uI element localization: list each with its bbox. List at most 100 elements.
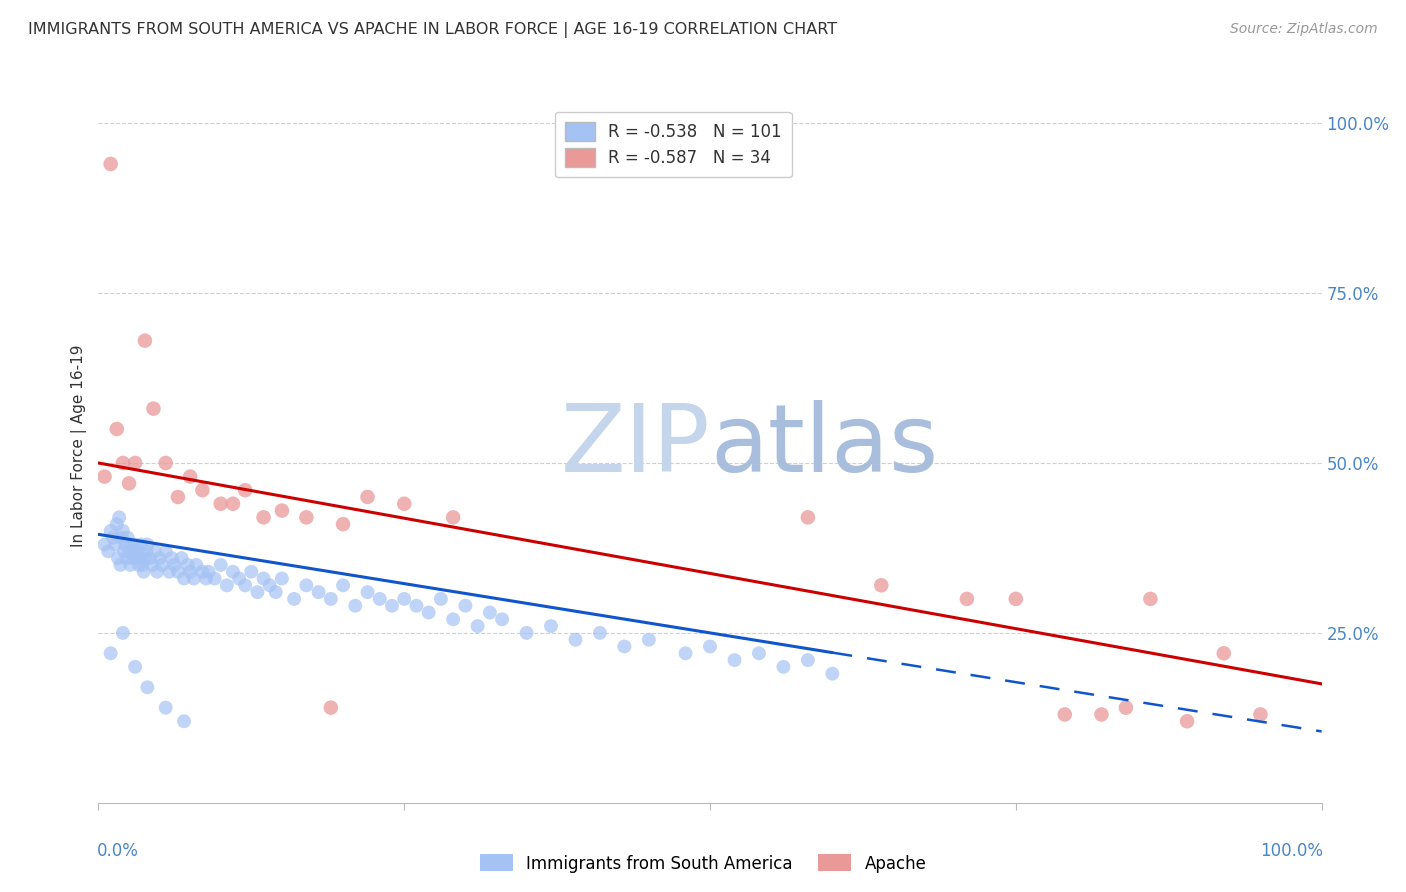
- Point: [1175, 714, 1198, 729]
- Point: [121, 551, 143, 566]
- Point: [155, 544, 177, 558]
- Point: [515, 626, 537, 640]
- Point: [118, 476, 141, 491]
- Point: [170, 551, 193, 566]
- Point: [124, 660, 146, 674]
- Point: [222, 497, 245, 511]
- Point: [142, 401, 165, 416]
- Point: [589, 626, 612, 640]
- Point: [111, 626, 134, 640]
- Point: [149, 551, 172, 566]
- Point: [177, 558, 200, 572]
- Point: [195, 572, 218, 586]
- Point: [111, 524, 134, 538]
- Point: [772, 660, 794, 674]
- Point: [246, 585, 269, 599]
- Point: [122, 544, 145, 558]
- Point: [135, 544, 157, 558]
- Point: [114, 537, 136, 551]
- Point: [638, 632, 661, 647]
- Point: [204, 572, 226, 586]
- Point: [132, 565, 155, 579]
- Point: [356, 585, 378, 599]
- Point: [111, 456, 134, 470]
- Point: [112, 544, 135, 558]
- Point: [1139, 591, 1161, 606]
- Point: [344, 599, 367, 613]
- Point: [441, 612, 464, 626]
- Point: [104, 537, 127, 551]
- Point: [215, 578, 238, 592]
- Point: [128, 558, 150, 572]
- Point: [1115, 700, 1137, 714]
- Point: [134, 551, 156, 566]
- Point: [1212, 646, 1234, 660]
- Point: [1249, 707, 1271, 722]
- Point: [173, 714, 195, 729]
- Text: 0.0%: 0.0%: [97, 842, 139, 860]
- Point: [139, 551, 162, 566]
- Point: [160, 551, 183, 566]
- Point: [120, 558, 142, 572]
- Point: [191, 565, 214, 579]
- Point: [283, 591, 305, 606]
- Point: [167, 565, 190, 579]
- Point: [110, 558, 132, 572]
- Point: [117, 531, 139, 545]
- Legend: R = -0.538   N = 101, R = -0.587   N = 34: R = -0.538 N = 101, R = -0.587 N = 34: [555, 112, 792, 177]
- Point: [319, 700, 342, 714]
- Point: [821, 666, 844, 681]
- Point: [233, 578, 256, 592]
- Point: [1004, 591, 1026, 606]
- Text: Source: ZipAtlas.com: Source: ZipAtlas.com: [1230, 22, 1378, 37]
- Point: [295, 578, 318, 592]
- Point: [405, 599, 427, 613]
- Point: [155, 456, 177, 470]
- Point: [134, 334, 156, 348]
- Point: [270, 503, 294, 517]
- Point: [124, 456, 146, 470]
- Point: [100, 646, 122, 660]
- Point: [100, 524, 122, 538]
- Point: [491, 612, 513, 626]
- Point: [127, 544, 149, 558]
- Point: [308, 585, 330, 599]
- Point: [723, 653, 745, 667]
- Point: [167, 490, 190, 504]
- Point: [186, 558, 208, 572]
- Point: [150, 558, 173, 572]
- Point: [179, 565, 201, 579]
- Point: [675, 646, 697, 660]
- Point: [136, 537, 159, 551]
- Point: [699, 640, 721, 654]
- Point: [93, 469, 115, 483]
- Point: [1053, 707, 1076, 722]
- Point: [467, 619, 489, 633]
- Point: [613, 640, 636, 654]
- Point: [748, 646, 770, 660]
- Point: [240, 565, 263, 579]
- Text: 100.0%: 100.0%: [1260, 842, 1323, 860]
- Point: [259, 578, 281, 592]
- Point: [430, 591, 453, 606]
- Point: [270, 572, 294, 586]
- Point: [870, 578, 893, 592]
- Point: [157, 565, 180, 579]
- Text: atlas: atlas: [710, 400, 938, 492]
- Point: [418, 606, 440, 620]
- Point: [564, 632, 586, 647]
- Legend: Immigrants from South America, Apache: Immigrants from South America, Apache: [472, 847, 934, 880]
- Point: [228, 572, 250, 586]
- Point: [155, 700, 177, 714]
- Point: [118, 544, 141, 558]
- Point: [252, 510, 274, 524]
- Point: [332, 517, 354, 532]
- Text: ZIP: ZIP: [561, 400, 710, 492]
- Point: [454, 599, 477, 613]
- Point: [111, 531, 134, 545]
- Point: [368, 591, 391, 606]
- Point: [146, 565, 169, 579]
- Point: [93, 537, 115, 551]
- Point: [478, 606, 501, 620]
- Point: [101, 531, 124, 545]
